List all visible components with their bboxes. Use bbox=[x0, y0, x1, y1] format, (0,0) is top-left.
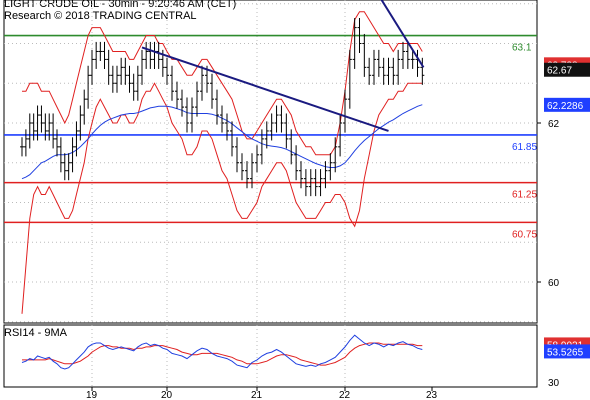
rsi-line bbox=[21, 334, 423, 370]
moving-average bbox=[21, 104, 423, 180]
rsi-y-tick-label: 30 bbox=[548, 378, 560, 389]
axes: 606264301920212223 bbox=[86, 119, 560, 400]
indicator-lines bbox=[21, 11, 423, 314]
x-tick-label: 19 bbox=[86, 390, 98, 400]
value-badge-label: 53.5265 bbox=[547, 347, 584, 358]
x-tick-label: 22 bbox=[339, 390, 351, 400]
lower-band bbox=[21, 82, 423, 314]
projection-arrow bbox=[380, 0, 425, 68]
x-tick-label: 21 bbox=[251, 390, 263, 400]
rsi-panel bbox=[21, 334, 423, 370]
rsi-panel-title: RSI14 - 9MA bbox=[4, 327, 68, 339]
price-panel-frame bbox=[3, 0, 538, 324]
rsi-ma-line bbox=[22, 342, 423, 366]
upper-band bbox=[22, 11, 423, 156]
y-tick-label: 60 bbox=[548, 278, 560, 289]
chart-title: LIGHT CRUDE OIL - 30min - 9:20:46 AM (CE… bbox=[4, 0, 237, 10]
level-label: 61.25 bbox=[512, 190, 537, 201]
chart-copyright: Research © 2018 TRADING CENTRAL bbox=[4, 10, 197, 22]
level-label: 61.85 bbox=[512, 142, 537, 153]
value-badge-label: 62.2286 bbox=[547, 101, 584, 112]
chart-grid bbox=[4, 0, 537, 387]
value-badge bbox=[544, 97, 590, 112]
chart-frame bbox=[3, 0, 538, 388]
level-label: 60.75 bbox=[512, 229, 537, 240]
annotations bbox=[141, 0, 425, 132]
rsi-panel-frame bbox=[3, 324, 538, 388]
value-badge-label: 62.67 bbox=[547, 66, 572, 77]
x-tick-label: 20 bbox=[161, 390, 173, 400]
value-badge bbox=[544, 344, 590, 359]
price-bars bbox=[20, 18, 425, 197]
x-tick-label: 23 bbox=[426, 390, 438, 400]
y-tick-label: 62 bbox=[548, 119, 560, 130]
level-label: 63.1 bbox=[512, 43, 532, 54]
resistance-trendline bbox=[141, 46, 389, 132]
value-badge bbox=[544, 62, 590, 77]
